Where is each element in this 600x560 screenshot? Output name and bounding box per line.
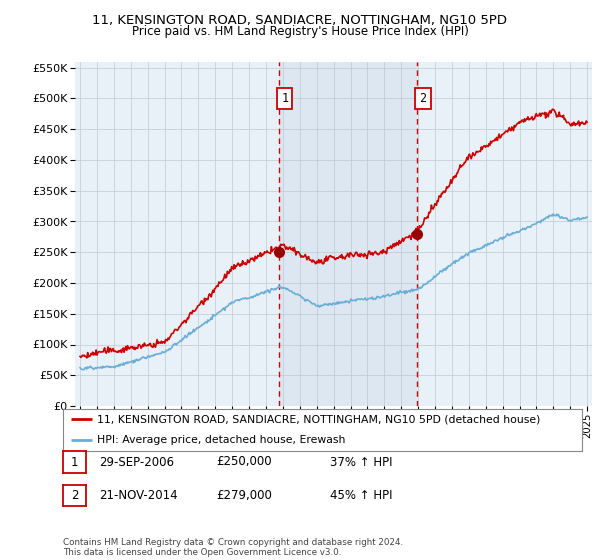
- Bar: [278, 62, 417, 406]
- Text: 37% ↑ HPI: 37% ↑ HPI: [330, 455, 392, 469]
- Text: 2: 2: [419, 92, 427, 105]
- Text: 11, KENSINGTON ROAD, SANDIACRE, NOTTINGHAM, NG10 5PD (detached house): 11, KENSINGTON ROAD, SANDIACRE, NOTTINGH…: [97, 414, 540, 424]
- Text: 1: 1: [281, 92, 289, 105]
- Text: 29-SEP-2006: 29-SEP-2006: [99, 455, 174, 469]
- Text: 21-NOV-2014: 21-NOV-2014: [99, 489, 178, 502]
- Text: 45% ↑ HPI: 45% ↑ HPI: [330, 489, 392, 502]
- Text: 2: 2: [71, 489, 78, 502]
- Text: HPI: Average price, detached house, Erewash: HPI: Average price, detached house, Erew…: [97, 435, 345, 445]
- Text: £250,000: £250,000: [216, 455, 272, 469]
- Text: Contains HM Land Registry data © Crown copyright and database right 2024.
This d: Contains HM Land Registry data © Crown c…: [63, 538, 403, 557]
- Text: 1: 1: [71, 455, 78, 469]
- Text: £279,000: £279,000: [216, 489, 272, 502]
- Text: 11, KENSINGTON ROAD, SANDIACRE, NOTTINGHAM, NG10 5PD: 11, KENSINGTON ROAD, SANDIACRE, NOTTINGH…: [92, 14, 508, 27]
- Text: Price paid vs. HM Land Registry's House Price Index (HPI): Price paid vs. HM Land Registry's House …: [131, 25, 469, 38]
